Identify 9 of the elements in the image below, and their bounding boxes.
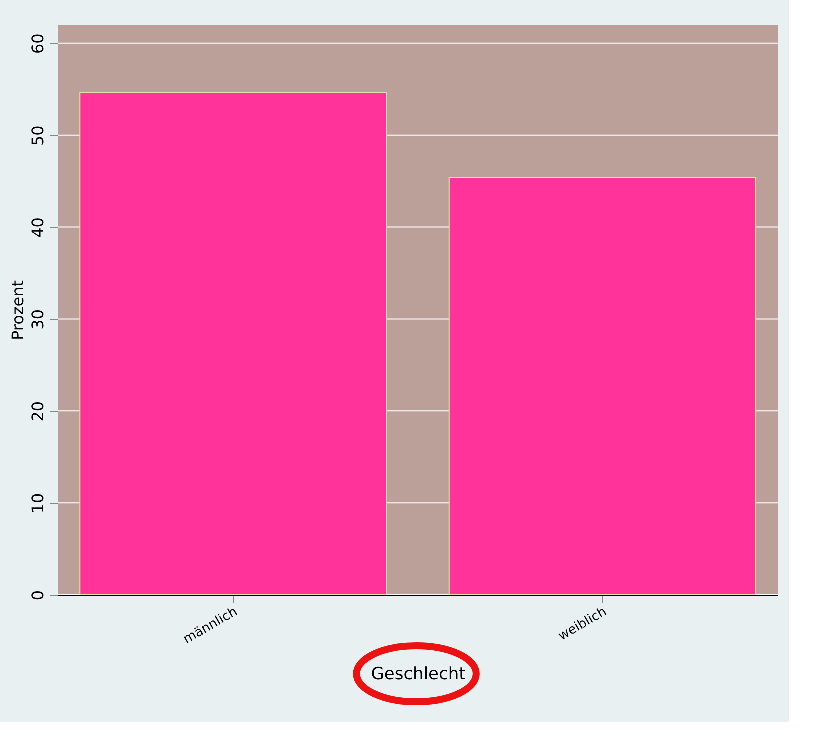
y-tick-label: 0: [28, 590, 48, 601]
y-tick-label: 40: [28, 218, 48, 238]
y-tick-label: 60: [28, 34, 48, 54]
y-tick-label: 20: [28, 401, 48, 422]
y-axis-title: Prozent: [8, 280, 28, 341]
x-axis-title: Geschlecht: [371, 664, 466, 685]
y-tick-label: 30: [28, 310, 48, 330]
y-tick-label: 10: [28, 493, 48, 514]
y-tick-label: 50: [28, 126, 48, 146]
